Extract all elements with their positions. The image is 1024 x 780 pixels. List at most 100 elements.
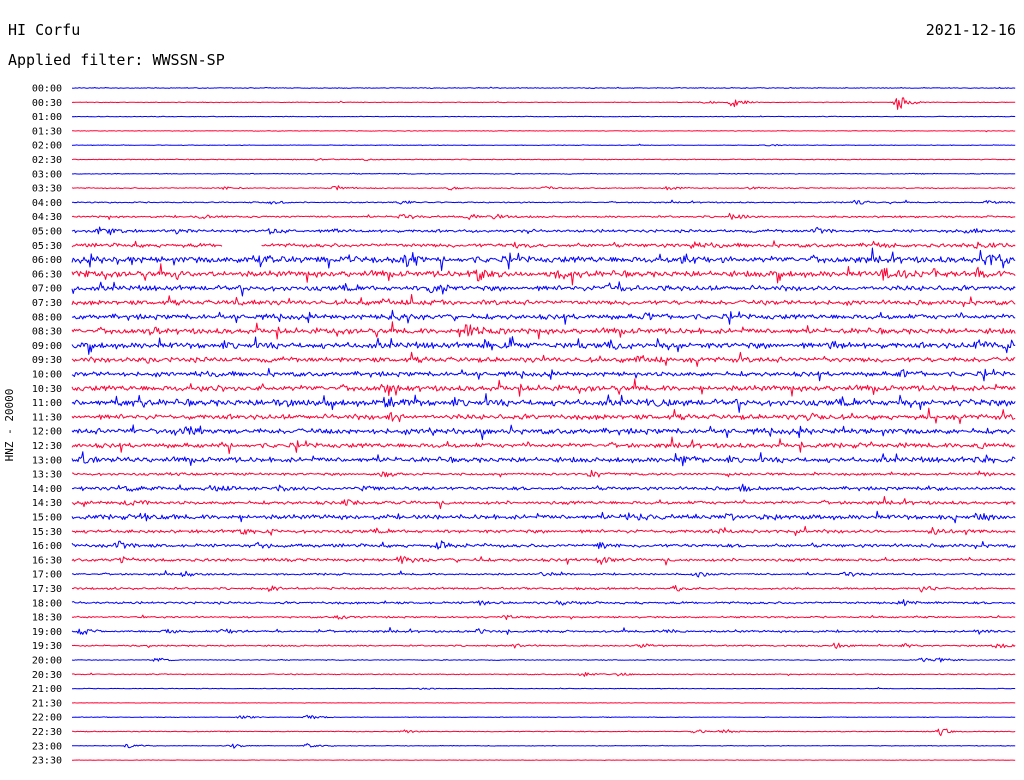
trace-0830 <box>71 321 1016 340</box>
trace-2230 <box>71 728 1016 737</box>
trace-2030 <box>71 672 1016 677</box>
trace-1330 <box>71 469 1016 478</box>
trace-0900 <box>71 336 1016 355</box>
trace-0200 <box>71 143 1016 147</box>
time-label: 00:00 <box>32 84 62 95</box>
trace-0730 <box>71 294 1016 308</box>
trace-1130 <box>71 407 1016 425</box>
trace-1830 <box>71 614 1016 620</box>
time-label: 08:30 <box>32 327 62 338</box>
trace-1400 <box>71 483 1016 492</box>
trace-0800 <box>71 309 1016 325</box>
time-label: 00:30 <box>32 98 62 109</box>
time-label: 03:00 <box>32 169 62 180</box>
trace-0030 <box>71 97 1016 110</box>
time-label: 05:30 <box>32 241 62 252</box>
trace-0530 <box>71 240 1016 249</box>
trace-1700 <box>71 570 1016 578</box>
trace-0130 <box>72 130 1016 133</box>
time-label: 07:30 <box>32 298 62 309</box>
station-title: HI Corfu <box>8 21 81 39</box>
time-label: 20:00 <box>32 656 62 667</box>
trace-1930 <box>71 642 1016 649</box>
trace-0630 <box>71 263 1016 286</box>
time-label: 19:00 <box>32 627 62 638</box>
time-label: 13:30 <box>32 470 62 481</box>
time-label: 17:00 <box>32 570 62 581</box>
y-axis-label: HNZ - 20000 <box>3 389 16 462</box>
trace-0230 <box>71 158 1016 162</box>
time-label: 15:00 <box>32 513 62 524</box>
time-label: 01:00 <box>32 112 62 123</box>
seismic-traces <box>71 86 1016 761</box>
trace-0500 <box>71 226 1016 236</box>
trace-0600 <box>71 247 1016 272</box>
time-label: 04:30 <box>32 212 62 223</box>
time-label: 02:00 <box>32 141 62 152</box>
time-label: 03:30 <box>32 184 62 195</box>
time-label: 20:30 <box>32 670 62 681</box>
trace-2100 <box>72 687 1016 690</box>
trace-1430 <box>71 496 1016 510</box>
time-label: 10:00 <box>32 370 62 381</box>
time-label: 14:00 <box>32 484 62 495</box>
trace-1230 <box>71 436 1016 455</box>
time-label: 19:30 <box>32 641 62 652</box>
trace-2130 <box>71 702 1016 704</box>
trace-0930 <box>71 351 1016 367</box>
time-label: 06:00 <box>32 255 62 266</box>
trace-2200 <box>71 714 1016 720</box>
trace-1030 <box>71 378 1016 397</box>
time-label: 08:00 <box>32 312 62 323</box>
time-label: 18:00 <box>32 598 62 609</box>
trace-0700 <box>71 281 1016 297</box>
trace-2330 <box>72 759 1016 761</box>
trace-1300 <box>71 451 1016 467</box>
time-label: 06:30 <box>32 269 62 280</box>
time-label: 12:00 <box>32 427 62 438</box>
time-label: 18:30 <box>32 613 62 624</box>
trace-0000 <box>71 86 1016 89</box>
trace-2300 <box>72 743 1016 749</box>
time-label: 10:30 <box>32 384 62 395</box>
time-label: 16:30 <box>32 555 62 566</box>
time-label: 12:30 <box>32 441 62 452</box>
time-label: 15:30 <box>32 527 62 538</box>
trace-1800 <box>71 599 1016 607</box>
record-date: 2021-12-16 <box>925 21 1016 39</box>
time-label: 23:30 <box>32 756 62 767</box>
time-label: 01:30 <box>32 126 62 137</box>
time-label: 21:30 <box>32 698 62 709</box>
time-label: 09:00 <box>32 341 62 352</box>
trace-1730 <box>71 585 1016 593</box>
time-label: 02:30 <box>32 155 62 166</box>
time-label: 22:30 <box>32 727 62 738</box>
time-label: 11:00 <box>32 398 62 409</box>
time-label: 07:00 <box>32 284 62 295</box>
time-label: 16:00 <box>32 541 62 552</box>
trace-0100 <box>71 115 1016 118</box>
trace-0330 <box>71 185 1016 191</box>
trace-2000 <box>71 657 1016 663</box>
trace-0300 <box>71 172 1016 175</box>
trace-1100 <box>71 393 1016 413</box>
trace-0400 <box>71 199 1016 205</box>
trace-1900 <box>71 627 1016 635</box>
time-label: 13:00 <box>32 455 62 466</box>
trace-1200 <box>71 424 1016 441</box>
time-label: 05:00 <box>32 227 62 238</box>
trace-1630 <box>71 555 1016 566</box>
time-label: 17:30 <box>32 584 62 595</box>
filter-label: Applied filter: WWSSN-SP <box>8 51 225 69</box>
time-labels: 00:00 00:30 01:00 01:30 02:00 02:30 03:00 03:30… <box>32 84 62 767</box>
trace-1000 <box>71 367 1016 382</box>
time-label: 09:30 <box>32 355 62 366</box>
time-label: 04:00 <box>32 198 62 209</box>
trace-1530 <box>71 525 1016 536</box>
time-label: 23:00 <box>32 741 62 752</box>
trace-0430 <box>71 212 1016 220</box>
time-label: 11:30 <box>32 412 62 423</box>
time-label: 22:00 <box>32 713 62 724</box>
time-label: 21:00 <box>32 684 62 695</box>
